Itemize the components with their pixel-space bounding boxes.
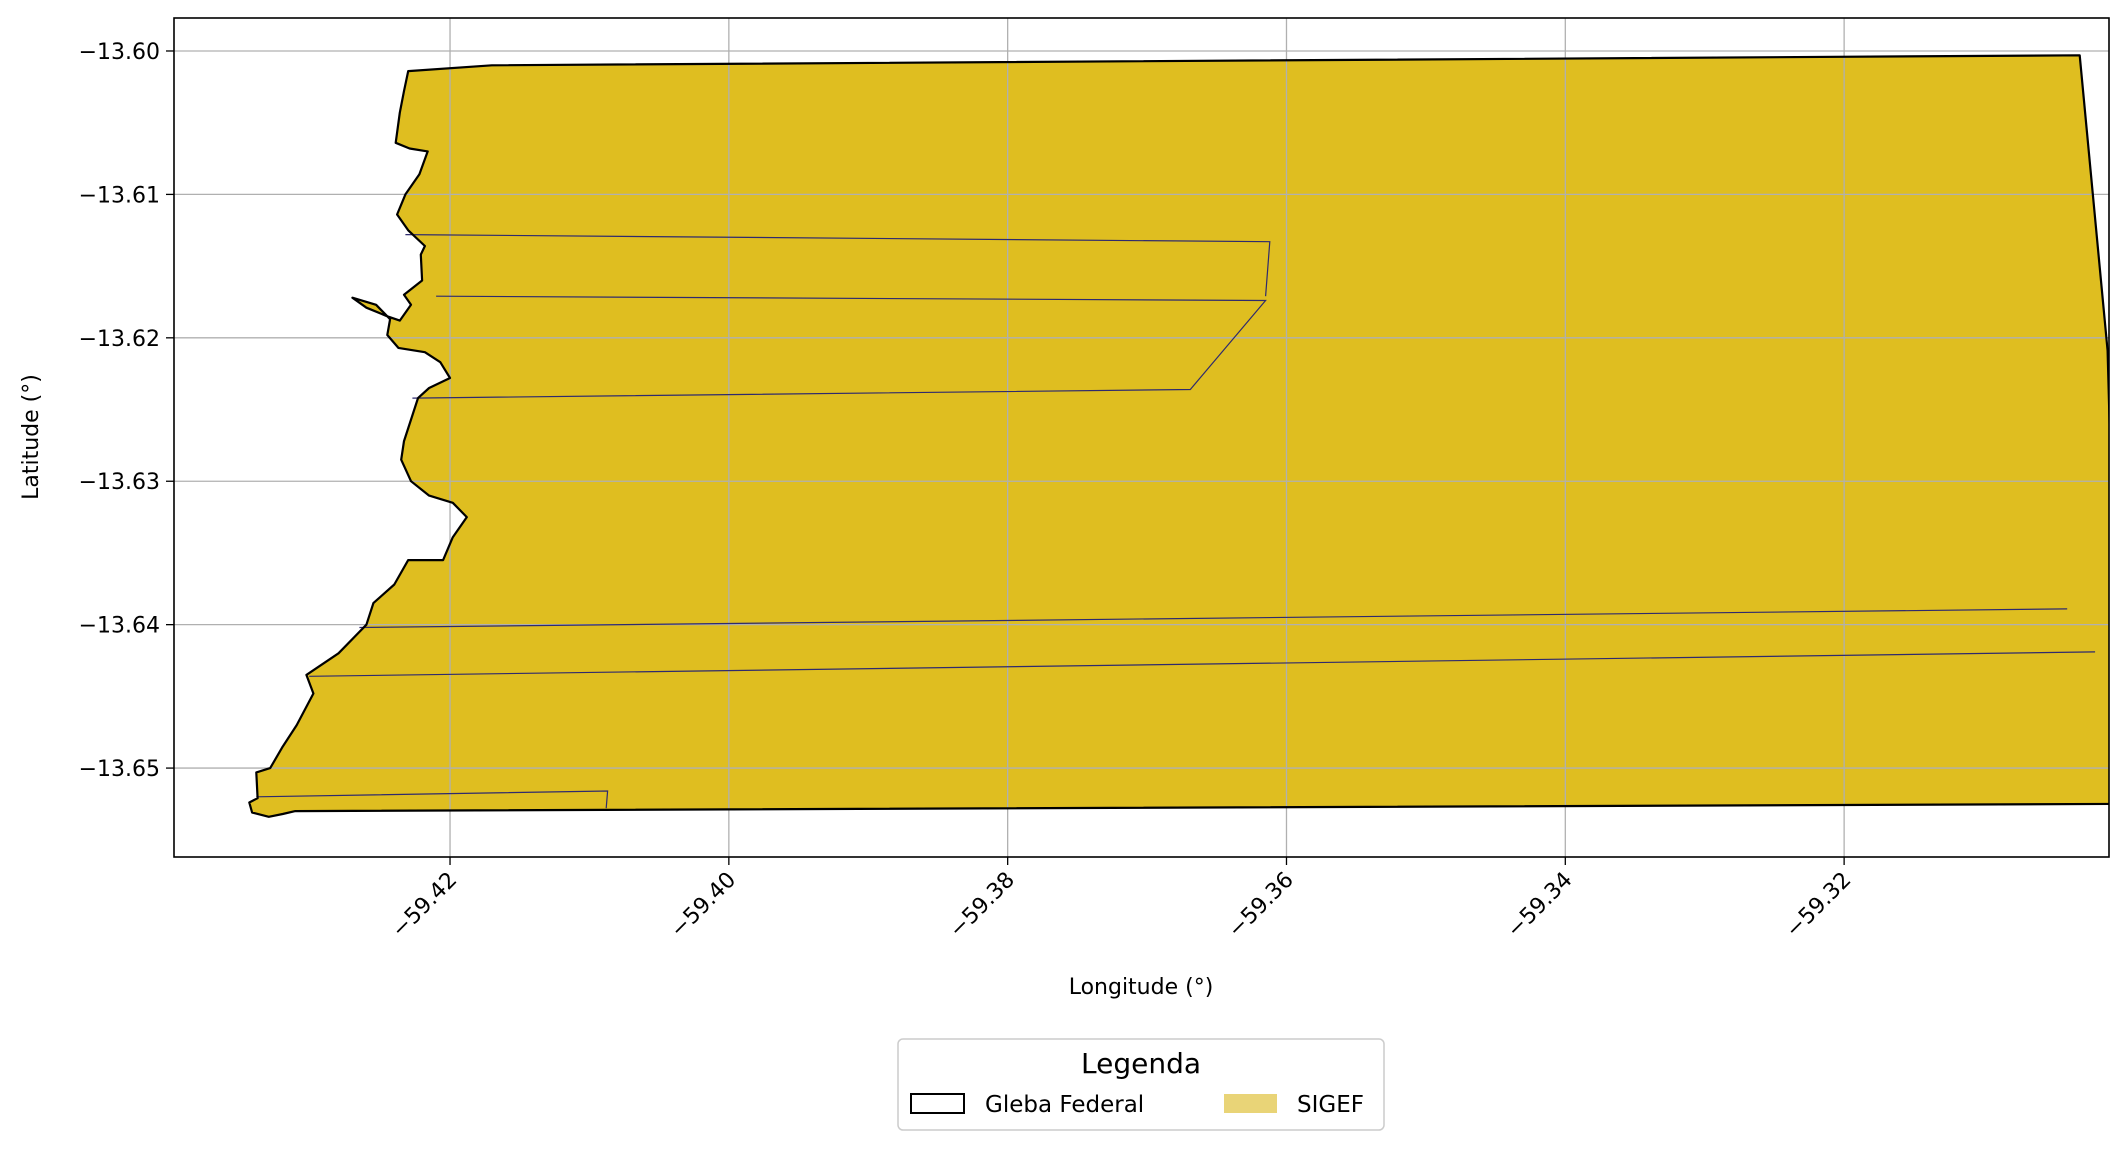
legend-label-gleba-federal: Gleba Federal <box>985 1092 1144 1118</box>
legend: Legenda Gleba Federal SIGEF <box>897 1038 1385 1131</box>
sigef-parcel-boundaries <box>256 234 2096 809</box>
gleba-federal-outline <box>248 54 2109 818</box>
sigef-parcel-boundary <box>359 608 2068 629</box>
sigef-parcel-boundary <box>256 790 609 809</box>
y-axis-title: Latitude (°) <box>19 374 44 500</box>
y-axis: −13.60 −13.61 −13.62 −13.63 −13.64 −13.65 <box>79 40 174 782</box>
legend-swatch-sigef <box>1224 1094 1277 1113</box>
sigef-fill-area <box>249 55 2109 817</box>
sigef-parcel-boundary <box>405 234 1271 297</box>
legend-swatch-gleba-federal <box>910 1093 965 1114</box>
sigef-layer <box>249 55 2109 817</box>
sigef-parcel-boundary <box>412 295 1267 399</box>
legend-title: Legenda <box>1081 1047 1201 1080</box>
gleba-federal-layer <box>248 54 2109 818</box>
sigef-parcel-boundary <box>309 651 2096 677</box>
y-tick-label: −13.61 <box>79 183 160 208</box>
y-tick-label: −13.64 <box>79 614 160 639</box>
y-tick-label: −13.63 <box>79 470 160 495</box>
gridlines <box>174 18 2109 857</box>
y-tick-label: −13.65 <box>79 757 160 782</box>
x-axis-title: Longitude (°) <box>1069 975 1214 1000</box>
plot-frame <box>173 17 2110 858</box>
y-tick-label: −13.60 <box>79 40 160 65</box>
legend-label-sigef: SIGEF <box>1297 1092 1364 1118</box>
plot-area <box>173 17 2110 858</box>
y-tick-label: −13.62 <box>79 327 160 352</box>
